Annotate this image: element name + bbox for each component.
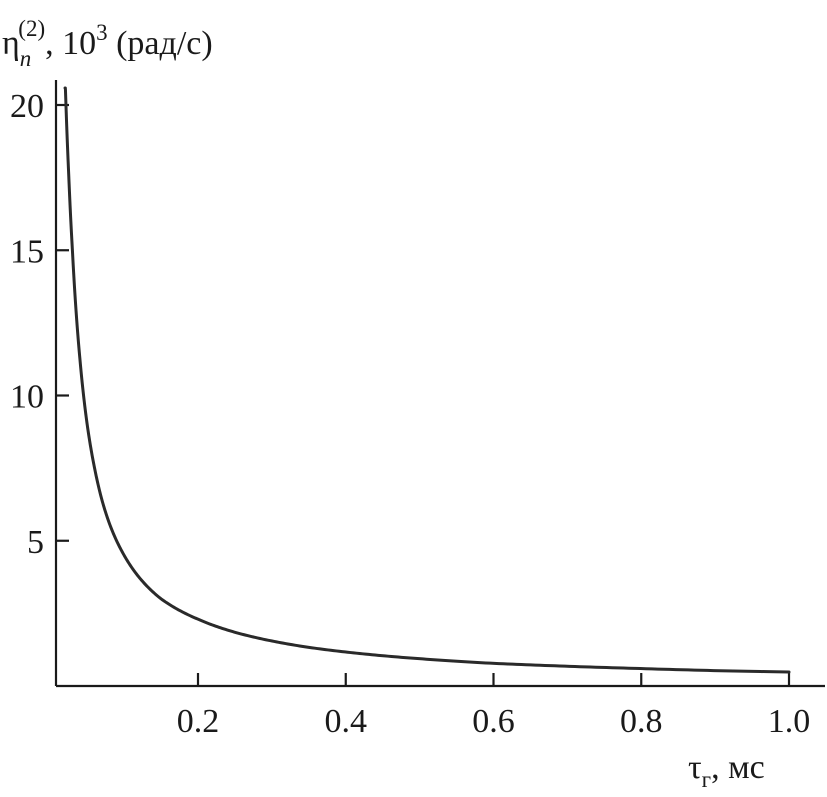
x-axis-title-symbol: τ bbox=[688, 749, 702, 786]
y-axis-title: ηn (2), 103 (рад/с) bbox=[2, 16, 213, 71]
y-axis-title-superscript: (2) bbox=[18, 16, 45, 41]
x-tick-label: 0.6 bbox=[472, 703, 515, 740]
y-tick-label: 10 bbox=[10, 379, 44, 416]
y-axis-title-symbol: η bbox=[2, 25, 20, 62]
y-axis-title-subscript: n bbox=[20, 46, 32, 71]
y-axis-title-unit: (рад/с) bbox=[108, 25, 213, 62]
x-tick-label: 0.4 bbox=[325, 703, 368, 740]
series-curve bbox=[63, 86, 791, 674]
ticks-group bbox=[56, 103, 791, 686]
x-tick-label: 0.8 bbox=[620, 703, 663, 740]
y-tick-label: 15 bbox=[10, 233, 44, 270]
x-tick-label: 0.2 bbox=[177, 703, 220, 740]
x-axis-title: τг, мс bbox=[688, 749, 765, 792]
x-axis-title-unit: , мс bbox=[711, 749, 765, 786]
tick-labels-group: 0.2 0.4 0.6 0.8 1.0 5 10 15 20 bbox=[10, 88, 810, 740]
y-tick-label: 5 bbox=[27, 524, 44, 561]
x-axis-title-subscript: г bbox=[702, 767, 711, 792]
y-axis-title-power: 3 bbox=[96, 20, 108, 45]
x-tick-label: 1.0 bbox=[768, 703, 811, 740]
y-axis-title-rest: , 10 bbox=[45, 25, 96, 62]
y-tick-label: 20 bbox=[10, 88, 44, 125]
